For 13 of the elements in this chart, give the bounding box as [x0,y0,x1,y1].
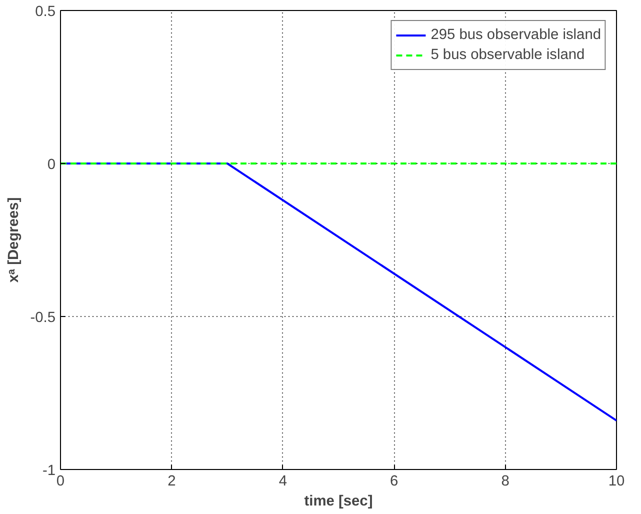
x-tick-label: 2 [168,474,176,490]
x-tick-label: 6 [390,474,398,490]
legend-label: 295 bus observable island [430,27,601,43]
y-tick-label: 0.5 [35,4,56,20]
x-tick-label: 8 [501,474,510,490]
y-tick-label: -1 [42,463,56,479]
y-axis-title: xᵃ [Degrees] [6,197,22,283]
x-tick-label: 10 [608,474,625,490]
y-tick-label: -0.5 [30,310,56,326]
x-tick-label: 4 [278,474,287,490]
y-tick-label: 0 [47,157,56,173]
legend-label: 5 bus observable island [430,47,585,63]
x-axis-title: time [sec] [304,494,373,510]
